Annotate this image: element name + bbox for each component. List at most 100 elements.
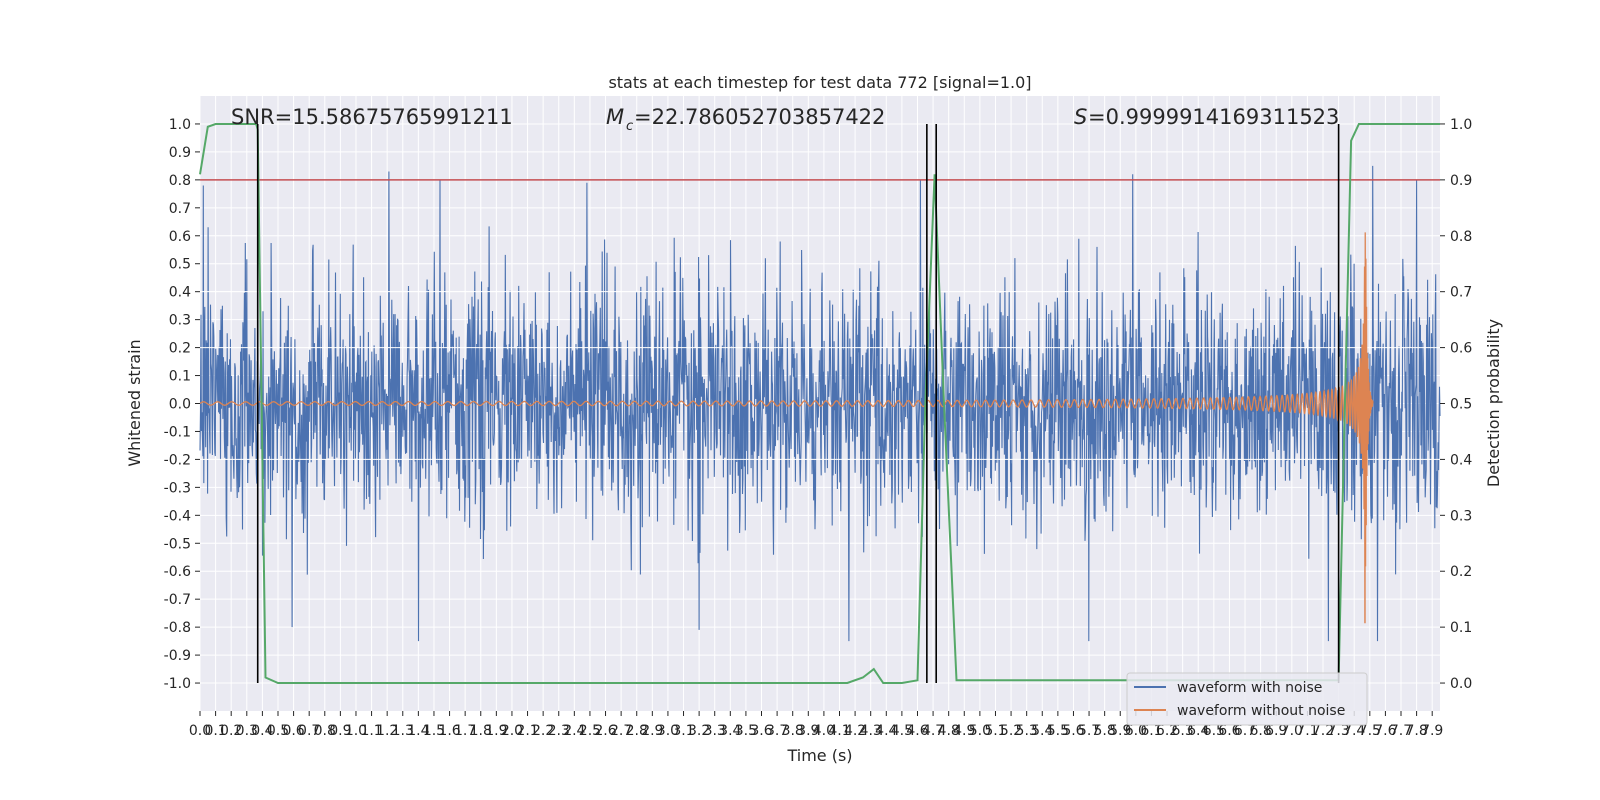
x-tick-label: 5.3 xyxy=(1016,723,1038,739)
x-tick-label: 1.4 xyxy=(407,723,429,739)
chart-title: stats at each timestep for test data 772… xyxy=(608,73,1031,92)
x-tick-label: 3.7 xyxy=(766,723,788,739)
x-tick-label: 2.5 xyxy=(579,723,601,739)
noise-waveform-line xyxy=(199,165,1441,642)
x-tick-label: 7.6 xyxy=(1374,723,1396,739)
y-tick-label: -0.9 xyxy=(164,648,191,664)
x-tick-label: 3.5 xyxy=(735,723,757,739)
x-tick-label: 6.6 xyxy=(1218,723,1240,739)
mc-value: =22.786052703857422 xyxy=(634,105,885,129)
x-tick-label: 5.6 xyxy=(1062,723,1084,739)
x-tick-label: 0.4 xyxy=(251,723,273,739)
x-tick-label: 7.5 xyxy=(1359,723,1381,739)
x-tick-label: 4.6 xyxy=(906,723,928,739)
y-tick-label: -1.0 xyxy=(164,676,191,692)
clean-waveform-line xyxy=(199,232,1374,624)
y2-tick-label: 0.3 xyxy=(1450,508,1472,524)
x-tick-label: 0.7 xyxy=(298,723,320,739)
y2-tick-label: 0.1 xyxy=(1450,620,1472,636)
x-tick-label: 3.2 xyxy=(688,723,710,739)
y2-tick-label: 0.8 xyxy=(1450,229,1472,245)
x-tick-label: 2.4 xyxy=(563,723,585,739)
x-axis-ticks: 0.00.10.20.30.40.50.60.70.80.91.01.11.21… xyxy=(189,711,1443,739)
x-tick-label: 4.9 xyxy=(953,723,975,739)
x-tick-label: 2.2 xyxy=(532,723,554,739)
x-tick-label: 4.7 xyxy=(922,723,944,739)
x-tick-label: 7.9 xyxy=(1421,723,1443,739)
x-tick-label: 7.3 xyxy=(1327,723,1349,739)
x-axis-label: Time (s) xyxy=(786,746,852,765)
x-tick-label: 0.8 xyxy=(314,723,336,739)
x-tick-label: 3.0 xyxy=(657,723,679,739)
y-tick-label: -0.1 xyxy=(164,424,191,440)
x-tick-label: 3.4 xyxy=(719,723,741,739)
x-tick-label: 5.7 xyxy=(1078,723,1100,739)
s-symbol: S xyxy=(1074,105,1087,129)
y2-tick-label: 0.0 xyxy=(1450,676,1472,692)
x-tick-label: 7.8 xyxy=(1405,723,1427,739)
x-tick-label: 6.3 xyxy=(1172,723,1194,739)
x-tick-label: 6.0 xyxy=(1125,723,1147,739)
s-value: =0.9999914169311523 xyxy=(1088,105,1339,129)
y-tick-label: 0.9 xyxy=(169,145,191,161)
x-tick-label: 5.9 xyxy=(1109,723,1131,739)
y-tick-label: 0.0 xyxy=(169,397,191,413)
clean-series xyxy=(199,232,1374,624)
x-tick-label: 2.3 xyxy=(548,723,570,739)
y-tick-label: 0.8 xyxy=(169,173,191,189)
x-tick-label: 4.8 xyxy=(938,723,960,739)
mc-annotation: M c =22.786052703857422 xyxy=(606,105,885,134)
legend-box xyxy=(1126,672,1368,726)
y-tick-label: -0.8 xyxy=(164,620,191,636)
y2-tick-label: 0.2 xyxy=(1450,564,1472,580)
x-tick-label: 2.6 xyxy=(594,723,616,739)
y-tick-label: 0.7 xyxy=(169,201,191,217)
y-axis-label: Whitened strain xyxy=(125,339,144,466)
x-tick-label: 6.5 xyxy=(1203,723,1225,739)
legend-label-noise: waveform with noise xyxy=(1177,680,1322,696)
white-reference-lines xyxy=(200,291,1440,460)
y2-tick-label: 0.5 xyxy=(1450,397,1472,413)
x-tick-label: 1.8 xyxy=(470,723,492,739)
y-tick-label: -0.2 xyxy=(164,452,191,468)
y2-tick-label: 0.6 xyxy=(1450,341,1472,357)
x-tick-label: 6.1 xyxy=(1140,723,1162,739)
legend-label-clean: waveform without noise xyxy=(1177,703,1345,719)
y-tick-label: 1.0 xyxy=(169,117,191,133)
x-tick-label: 1.0 xyxy=(345,723,367,739)
x-tick-label: 1.1 xyxy=(360,723,382,739)
y2-tick-label: 1.0 xyxy=(1450,117,1472,133)
y-tick-label: -0.4 xyxy=(164,508,191,524)
x-tick-label: 4.5 xyxy=(891,723,913,739)
x-tick-label: 4.2 xyxy=(844,723,866,739)
x-tick-label: 1.2 xyxy=(376,723,398,739)
y-tick-label: 0.3 xyxy=(169,313,191,329)
snr-annotation: SNR=15.58675765991211 xyxy=(231,105,513,129)
x-tick-label: 3.3 xyxy=(704,723,726,739)
y-axis-right-ticks: 0.0 0.1 0.2 0.3 0.4 0.5 0.6 0.7 0.8 0.9 1.0 xyxy=(1440,117,1472,692)
y-tick-label: -0.7 xyxy=(164,592,191,608)
y-tick-label: -0.6 xyxy=(164,564,191,580)
y2-tick-label: 0.4 xyxy=(1450,452,1472,468)
x-tick-label: 2.8 xyxy=(626,723,648,739)
x-tick-label: 7.7 xyxy=(1390,723,1412,739)
x-tick-label: 5.1 xyxy=(984,723,1006,739)
x-tick-label: 7.4 xyxy=(1343,723,1365,739)
x-tick-label: 0.1 xyxy=(204,723,226,739)
x-tick-label: 5.8 xyxy=(1094,723,1116,739)
x-tick-label: 0.6 xyxy=(282,723,304,739)
x-tick-label: 0.9 xyxy=(329,723,351,739)
x-tick-label: 1.6 xyxy=(438,723,460,739)
x-tick-label: 2.9 xyxy=(641,723,663,739)
y-tick-label: -0.3 xyxy=(164,480,191,496)
x-tick-label: 2.1 xyxy=(516,723,538,739)
y-axis-left-ticks: -1.0 -0.9 -0.8 -0.7 -0.6 -0.5 -0.4 -0.3 -0.2 -0.1… xyxy=(164,117,200,692)
x-tick-label: 7.2 xyxy=(1312,723,1334,739)
x-tick-label: 1.7 xyxy=(454,723,476,739)
mc-subscript: c xyxy=(626,119,633,134)
x-tick-label: 4.3 xyxy=(860,723,882,739)
x-tick-label: 0.0 xyxy=(189,723,211,739)
x-tick-label: 5.0 xyxy=(969,723,991,739)
x-tick-label: 2.7 xyxy=(610,723,632,739)
